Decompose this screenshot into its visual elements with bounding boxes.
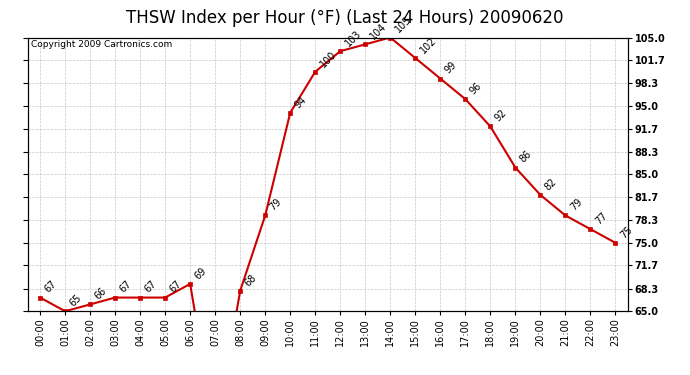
Text: 92: 92: [493, 108, 509, 124]
Text: 102: 102: [418, 35, 438, 55]
Text: 105: 105: [393, 15, 413, 35]
Text: 47: 47: [0, 374, 1, 375]
Text: 67: 67: [118, 279, 134, 295]
Text: 67: 67: [168, 279, 184, 295]
Text: 65: 65: [68, 292, 83, 309]
Text: 104: 104: [368, 21, 388, 42]
Text: 66: 66: [93, 286, 108, 302]
Text: 68: 68: [243, 272, 259, 288]
Text: 67: 67: [143, 279, 159, 295]
Text: 86: 86: [518, 149, 534, 165]
Text: 69: 69: [193, 266, 208, 281]
Text: 99: 99: [443, 60, 459, 76]
Text: 94: 94: [293, 94, 308, 110]
Text: 67: 67: [43, 279, 59, 295]
Text: 96: 96: [468, 81, 484, 96]
Text: 75: 75: [618, 224, 634, 240]
Text: THSW Index per Hour (°F) (Last 24 Hours) 20090620: THSW Index per Hour (°F) (Last 24 Hours)…: [126, 9, 564, 27]
Text: 103: 103: [343, 28, 363, 48]
Text: 82: 82: [543, 176, 559, 192]
Text: 100: 100: [318, 49, 338, 69]
Text: Copyright 2009 Cartronics.com: Copyright 2009 Cartronics.com: [30, 40, 172, 49]
Text: 79: 79: [568, 197, 584, 213]
Text: 79: 79: [268, 197, 284, 213]
Text: 77: 77: [593, 210, 609, 226]
